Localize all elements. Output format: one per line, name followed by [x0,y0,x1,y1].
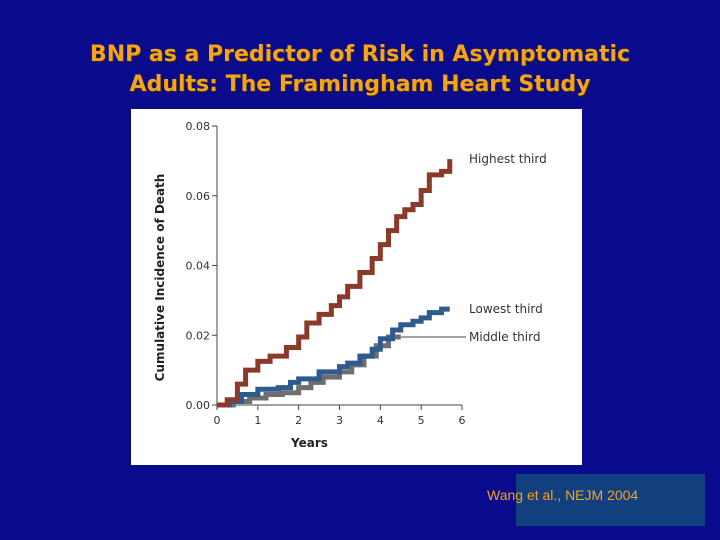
label-highest-third: Highest third [469,152,547,166]
x-axis-title: Years [290,436,328,450]
chart-series [217,159,453,408]
x-tick-label: 1 [254,414,261,427]
y-axis-title: Cumulative Incidence of Death [153,174,167,382]
x-tick-label: 2 [295,414,302,427]
chart-ticks: 0 1 2 3 4 5 6 0.00 0.02 0.04 0.06 0.08 [186,120,466,427]
survival-chart: 0 1 2 3 4 5 6 0.00 0.02 0.04 0.06 0.08 Years Cumulat… [153,120,547,450]
label-middle-third: Middle third [469,330,540,344]
x-tick-label: 5 [418,414,425,427]
title-line-1: BNP as a Predictor of Risk in Asymptomat… [89,42,631,67]
chart-panel: 0 1 2 3 4 5 6 0.00 0.02 0.04 0.06 0.08 Years Cumulat… [131,109,582,465]
series-highest-third [217,159,453,408]
citation-box [516,474,705,526]
y-tick-label: 0.00 [186,399,211,412]
y-tick-label: 0.06 [186,190,211,203]
x-tick-label: 0 [214,414,221,427]
slide-title: BNP as a Predictor of Risk in Asymptomat… [0,40,720,100]
x-tick-label: 3 [336,414,343,427]
y-tick-label: 0.02 [186,329,211,342]
citation: Wang et al., NEJM 2004 [487,487,639,503]
y-tick-label: 0.04 [186,260,211,273]
chart-labels: Years Cumulative Incidence of Death Highes… [153,152,547,450]
x-tick-label: 4 [377,414,384,427]
series-lowest-third [217,306,450,408]
x-tick-label: 6 [459,414,466,427]
title-line-2: Adults: The Framingham Heart Study [129,72,591,97]
chart-axes [216,126,462,406]
label-lowest-third: Lowest third [469,302,543,316]
y-tick-label: 0.08 [186,120,211,133]
